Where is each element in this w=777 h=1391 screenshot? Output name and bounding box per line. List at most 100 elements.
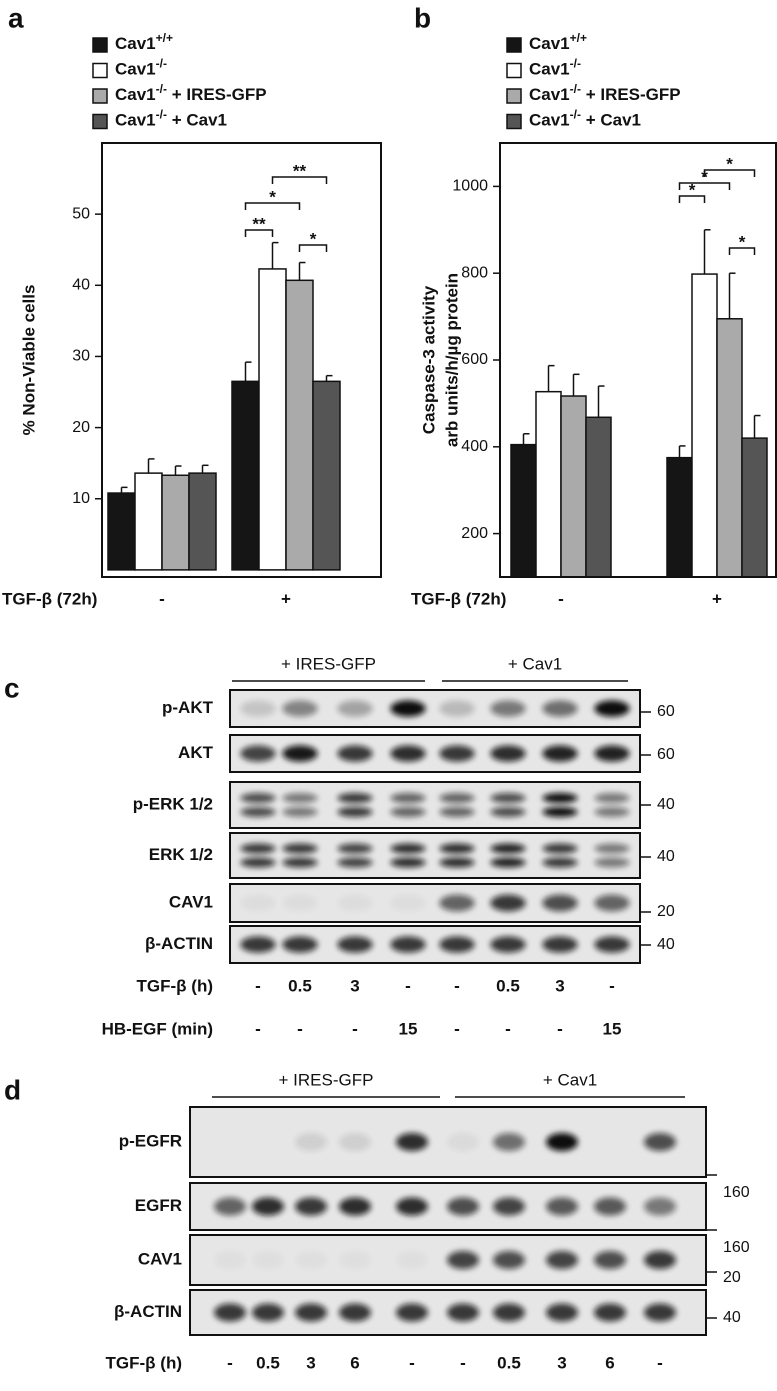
significance-label: * bbox=[310, 229, 317, 248]
condition-value: - bbox=[409, 1353, 415, 1372]
mw-label: 20 bbox=[723, 1269, 741, 1286]
legend-superscript: -/- bbox=[570, 82, 581, 96]
y-tick-label: 400 bbox=[461, 438, 488, 455]
mw-label: 40 bbox=[723, 1309, 741, 1326]
x-tick-label: - bbox=[558, 589, 564, 608]
blot-band bbox=[594, 1251, 626, 1269]
condition-value: - bbox=[405, 976, 411, 995]
bar bbox=[107, 492, 136, 571]
blot-band bbox=[282, 745, 318, 762]
y-tick-label: 800 bbox=[461, 264, 488, 281]
blot-band bbox=[594, 857, 630, 868]
x-tick-label: - bbox=[159, 589, 165, 608]
blot-band bbox=[337, 843, 373, 854]
legend-swatch bbox=[92, 113, 108, 130]
blot-background bbox=[230, 782, 640, 828]
blot-band bbox=[396, 1197, 428, 1216]
bar bbox=[716, 318, 743, 578]
blot-band bbox=[439, 894, 475, 912]
significance-label: * bbox=[739, 232, 746, 251]
condition-value: - bbox=[255, 976, 261, 995]
blot-band bbox=[542, 700, 578, 717]
bar bbox=[231, 380, 260, 571]
bar bbox=[560, 395, 587, 578]
blot-band bbox=[490, 843, 526, 854]
blot-band bbox=[252, 1251, 284, 1269]
blot-frame bbox=[229, 925, 641, 964]
mw-label: 20 bbox=[657, 903, 675, 920]
blot-band bbox=[542, 857, 578, 868]
blot-band bbox=[240, 745, 276, 762]
legend-name: Cav1 bbox=[529, 34, 570, 53]
blot-band bbox=[594, 793, 630, 803]
group-label: + Cav1 bbox=[508, 654, 562, 673]
blot-band bbox=[282, 857, 318, 868]
bar bbox=[666, 456, 693, 578]
blot-band bbox=[282, 843, 318, 854]
blot-band bbox=[390, 793, 426, 803]
blot-band bbox=[542, 936, 578, 953]
blot-row-label: p-EGFR bbox=[119, 1131, 182, 1150]
condition-value: - bbox=[557, 1019, 563, 1038]
bar bbox=[510, 443, 537, 578]
blot-background bbox=[230, 833, 640, 878]
blot-band bbox=[447, 1251, 479, 1269]
mw-label: 60 bbox=[657, 703, 675, 720]
legend-suffix: + Cav1 bbox=[581, 111, 641, 130]
significance-label: ** bbox=[252, 214, 266, 233]
bar bbox=[258, 268, 287, 571]
blot-band bbox=[447, 1133, 479, 1151]
blot-band bbox=[546, 1303, 578, 1322]
condition-label: TGF-β (h) bbox=[137, 976, 213, 995]
blot-band bbox=[240, 894, 276, 912]
blot-band bbox=[439, 793, 475, 803]
condition-value: - bbox=[352, 1019, 358, 1038]
panel-label: d bbox=[4, 1074, 21, 1105]
legend-superscript: -/- bbox=[570, 57, 581, 71]
y-tick-label: 30 bbox=[72, 348, 90, 365]
blot-band bbox=[240, 700, 276, 717]
condition-value: - bbox=[460, 1353, 466, 1372]
significance-bracket bbox=[298, 244, 328, 252]
legend-label: Cav1-/- bbox=[529, 57, 581, 79]
blot-frame bbox=[189, 1234, 707, 1286]
blot-frame bbox=[229, 689, 641, 728]
blot-band bbox=[439, 857, 475, 868]
bar bbox=[535, 390, 562, 578]
legend-superscript: -/- bbox=[156, 57, 167, 71]
bar bbox=[312, 380, 341, 571]
legend-swatch bbox=[92, 37, 108, 53]
y-axis-label: Caspase-3 activity bbox=[419, 285, 438, 434]
blot-band bbox=[252, 1197, 284, 1216]
condition-value: - bbox=[454, 976, 460, 995]
blot-band bbox=[490, 936, 526, 953]
panel-label: b bbox=[414, 2, 431, 33]
y-tick-label: 1000 bbox=[452, 178, 488, 195]
blot-band bbox=[240, 843, 276, 854]
blot-band bbox=[339, 1197, 371, 1216]
blot-band bbox=[240, 936, 276, 953]
blot-band bbox=[214, 1303, 246, 1322]
blot-band bbox=[282, 936, 318, 953]
blot-band bbox=[337, 894, 373, 912]
blot-band bbox=[240, 807, 276, 817]
legend-name: Cav1 bbox=[115, 111, 156, 130]
legend-superscript: -/- bbox=[156, 108, 167, 122]
significance-label: * bbox=[726, 154, 733, 173]
bar bbox=[585, 416, 612, 578]
blot-band bbox=[339, 1133, 371, 1151]
legend-name: Cav1 bbox=[529, 60, 570, 79]
blot-band bbox=[337, 700, 373, 717]
legend-name: Cav1 bbox=[529, 111, 570, 130]
legend-name: Cav1 bbox=[115, 60, 156, 79]
legend-suffix: + Cav1 bbox=[167, 111, 227, 130]
blot-row-label: ERK 1/2 bbox=[149, 845, 213, 864]
significance-bracket bbox=[678, 195, 706, 203]
y-axis-label: % Non-Viable cells bbox=[19, 285, 38, 436]
blot-band bbox=[390, 936, 426, 953]
blot-band bbox=[594, 894, 630, 912]
condition-value: 0.5 bbox=[256, 1353, 280, 1372]
legend-swatch bbox=[506, 113, 522, 130]
condition-value: - bbox=[657, 1353, 663, 1372]
legend-label: Cav1-/- + Cav1 bbox=[115, 108, 227, 130]
